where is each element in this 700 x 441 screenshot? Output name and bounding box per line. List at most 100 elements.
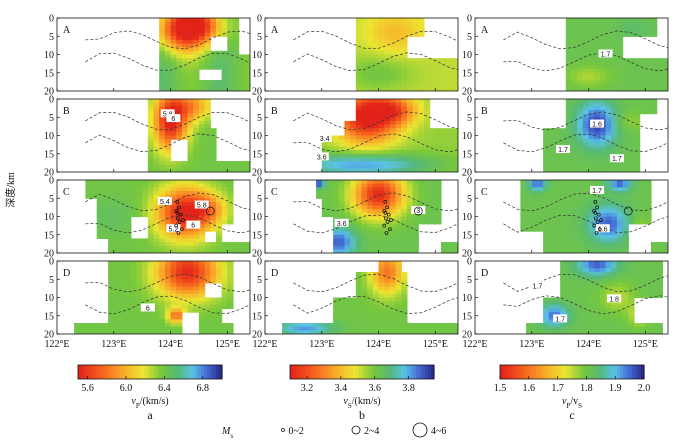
grid-cell — [389, 69, 397, 74]
grid-cell — [594, 194, 601, 199]
grid-cell — [548, 304, 556, 310]
grid-cell — [565, 183, 573, 188]
grid-cell — [401, 36, 408, 41]
grid-cell — [181, 161, 189, 166]
grid-cell — [221, 271, 228, 277]
grid-cell — [429, 65, 436, 70]
grid-cell — [401, 164, 408, 169]
grid-cell — [599, 268, 607, 273]
contour-line — [293, 52, 458, 72]
grid-cell — [633, 157, 641, 162]
grid-cell — [193, 36, 200, 41]
colorbar-segment — [320, 365, 324, 379]
grid-cell — [616, 330, 624, 334]
grid-cell — [102, 198, 109, 203]
grid-cell — [125, 279, 132, 284]
grid-cell — [628, 106, 635, 111]
grid-cell — [543, 242, 550, 247]
grid-cell — [616, 25, 624, 30]
grid-cell — [119, 220, 126, 225]
grid-cell — [338, 231, 346, 236]
grid-cell — [429, 180, 436, 185]
grid-cell — [350, 297, 357, 302]
grid-cell — [355, 117, 363, 122]
grid-cell — [355, 128, 363, 133]
grid-cell — [571, 180, 578, 185]
grid-cell — [605, 135, 612, 140]
grid-cell — [367, 50, 374, 56]
grid-cell — [560, 304, 567, 310]
grid-cell — [565, 282, 573, 288]
grid-cell — [526, 220, 533, 225]
grid-cell — [181, 279, 189, 284]
grid-cell — [96, 194, 104, 199]
colorbar-tick-label: 1.7 — [551, 383, 564, 394]
grid-cell — [633, 69, 641, 74]
grid-cell — [198, 271, 206, 277]
grid-cell — [238, 245, 245, 250]
grid-cell — [526, 330, 533, 334]
grid-cell — [577, 113, 584, 118]
grid-cell — [367, 106, 374, 111]
grid-cell — [96, 216, 104, 221]
contour-line — [503, 30, 668, 50]
grid-cell — [554, 312, 561, 317]
grid-cell — [321, 150, 329, 155]
grid-cell — [401, 293, 408, 299]
colorbar-segment — [183, 365, 187, 379]
colorbar-segment — [87, 365, 91, 379]
grid-cell — [645, 65, 652, 70]
grid-cell — [164, 286, 172, 291]
grid-cell — [412, 164, 419, 169]
grid-cell — [622, 87, 629, 91]
depth-tick-label: 15 — [44, 230, 54, 241]
grid-cell — [384, 80, 391, 85]
grid-cell — [210, 201, 217, 207]
grid-cell — [531, 323, 539, 328]
grid-cell — [204, 261, 211, 266]
grid-cell — [159, 264, 166, 269]
grid-cell — [193, 245, 200, 250]
grid-cell — [136, 330, 143, 334]
grid-cell — [384, 231, 391, 236]
grid-cell — [142, 293, 149, 299]
grid-cell — [204, 161, 211, 166]
grid-cell — [588, 234, 595, 239]
earthquake-marker — [623, 206, 633, 216]
grid-cell — [159, 268, 166, 273]
grid-cell — [446, 139, 453, 144]
grid-cell — [412, 28, 419, 34]
grid-cell — [176, 194, 183, 199]
colorbar-tick-label: 5.6 — [81, 383, 94, 394]
grid-cell — [616, 106, 624, 111]
grid-cell — [537, 205, 544, 210]
grid-cell — [582, 245, 590, 250]
grid-cell — [423, 117, 431, 122]
grid-cell — [384, 290, 391, 295]
grid-cell — [244, 242, 250, 247]
grid-cell — [378, 18, 385, 23]
grid-cell — [554, 183, 561, 188]
grid-cell — [389, 282, 397, 288]
grid-cell — [147, 201, 155, 207]
grid-cell — [176, 238, 183, 243]
grid-cell — [599, 157, 607, 162]
grid-cell — [633, 153, 641, 158]
grid-cell — [333, 212, 340, 218]
grid-cell — [181, 190, 189, 196]
grid-cell — [531, 205, 539, 210]
grid-cell — [650, 326, 658, 331]
grid-cell — [108, 242, 115, 247]
grid-cell — [361, 205, 368, 210]
lon-tick-label: 122°E — [252, 339, 277, 350]
grid-cell — [594, 282, 601, 288]
grid-cell — [181, 183, 189, 188]
grid-cell — [628, 297, 635, 302]
contour-line — [85, 295, 250, 315]
grid-cell — [108, 275, 115, 280]
colorbar-segment — [368, 365, 372, 379]
grid-cell — [645, 323, 652, 328]
grid-cell — [198, 194, 206, 199]
grid-cell — [554, 249, 561, 253]
grid-cell — [333, 242, 340, 247]
